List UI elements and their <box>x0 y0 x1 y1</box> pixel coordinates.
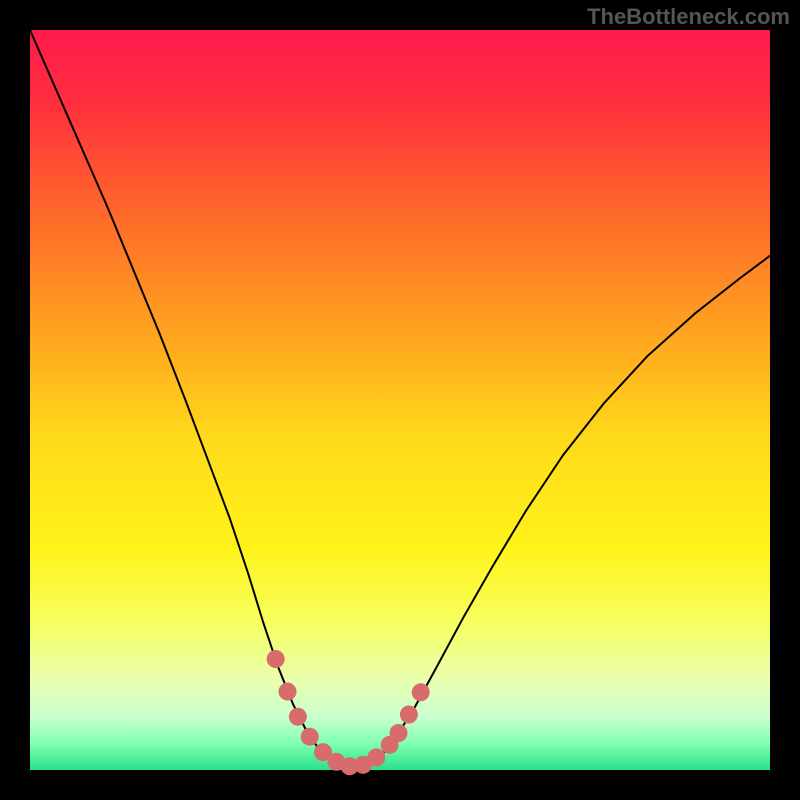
valley-marker-dot <box>279 683 297 701</box>
valley-marker-dot <box>301 728 319 746</box>
bottleneck-chart <box>0 0 800 800</box>
valley-marker-dot <box>267 650 285 668</box>
valley-marker-dot <box>367 748 385 766</box>
valley-marker-dot <box>390 724 408 742</box>
valley-marker-dot <box>289 708 307 726</box>
watermark-label: TheBottleneck.com <box>587 4 790 30</box>
valley-marker-dot <box>400 706 418 724</box>
valley-marker-dot <box>412 683 430 701</box>
plot-area <box>30 30 770 770</box>
